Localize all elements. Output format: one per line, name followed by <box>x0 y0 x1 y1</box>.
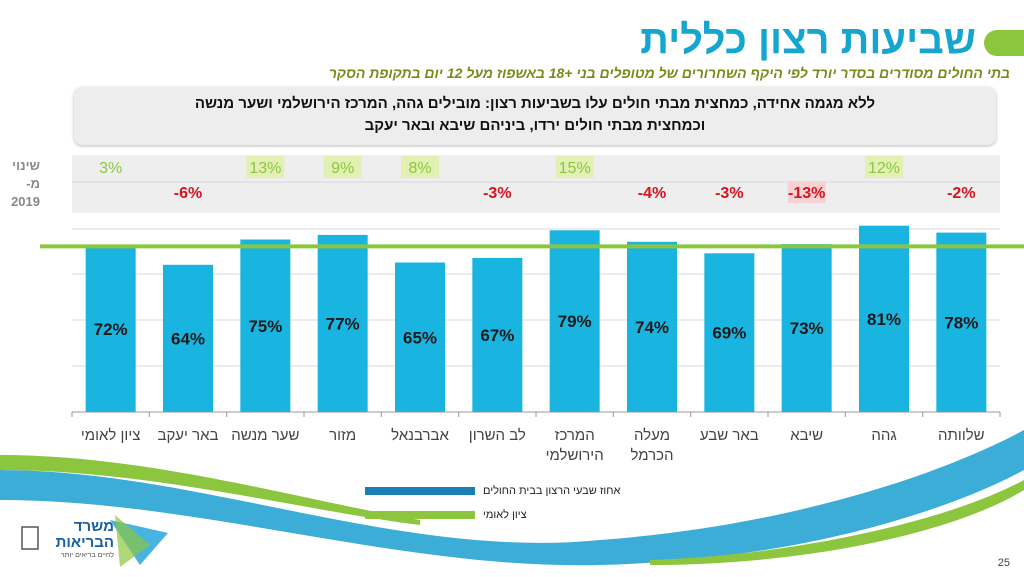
bar <box>549 230 600 412</box>
change-value: -13% <box>788 185 825 202</box>
change-value: 9% <box>331 160 354 177</box>
logo-text: משרד <box>73 518 114 535</box>
category-label: שיבא <box>790 427 823 444</box>
bar-value-label: 74% <box>635 318 669 337</box>
bar-value-label: 81% <box>867 310 901 329</box>
page-subtitle: בתי החולים מסודרים בסדר יורד לפי היקף הש… <box>328 65 1010 81</box>
callout-line: ללא מגמה אחידה, כמחצית מבתי חולים עלו בש… <box>194 95 876 112</box>
change-highlight <box>246 156 285 178</box>
bar <box>704 253 755 412</box>
bar-value-label: 72% <box>94 320 128 339</box>
bar-value-label: 65% <box>403 328 437 347</box>
bar-value-label: 79% <box>558 312 592 331</box>
bar <box>317 234 368 412</box>
bar <box>85 246 136 412</box>
category-label: שער מנשה <box>231 427 299 444</box>
logo-tagline: לחיים בריאים יותר <box>60 552 114 559</box>
bar <box>859 225 909 412</box>
bar <box>395 262 445 412</box>
bar <box>163 264 213 412</box>
change-value: -3% <box>715 185 743 202</box>
category-label: מעלה <box>634 427 670 444</box>
bar-value-label: 69% <box>712 324 746 343</box>
legend-item-reference: ציון לאומי <box>365 509 527 521</box>
bar <box>240 239 291 412</box>
title-accent <box>984 30 1024 56</box>
bar-value-label: 75% <box>248 317 282 336</box>
category-label: המרכז <box>555 427 595 444</box>
change-highlight <box>323 156 362 178</box>
callout-box: ללא מגמה אחידה, כמחצית מבתי חולים עלו בש… <box>74 87 996 145</box>
category-label: הכרמל <box>630 447 673 464</box>
category-label: באר יעקב <box>157 427 218 444</box>
change-value: 12% <box>868 160 900 177</box>
bar <box>627 241 677 412</box>
legend-swatch-blue <box>365 487 475 495</box>
change-row-label: שינוי מ- 2019 <box>4 157 40 211</box>
bar-value-label: 67% <box>480 326 514 345</box>
category-label: מזור <box>329 427 356 444</box>
change-highlight <box>787 181 826 203</box>
change-label-line: שינוי <box>12 158 40 173</box>
change-value: -4% <box>638 185 666 202</box>
change-highlight <box>401 156 439 178</box>
category-label: הירושלמי <box>546 447 604 464</box>
callout-line: וכמחצית מבתי חולים ירדו, ביניהם שיבא ובא… <box>364 117 706 134</box>
category-label: ציון לאומי <box>81 427 141 444</box>
change-highlight <box>865 156 903 178</box>
bar-value-label: 64% <box>171 329 205 348</box>
change-label-line: מ- 2019 <box>11 176 40 209</box>
logo-text: הבריאות <box>55 534 114 551</box>
ministry-logo: משרד הבריאות לחיים בריאים יותר <box>20 515 170 570</box>
change-value: 13% <box>249 160 281 177</box>
change-band <box>72 155 1000 213</box>
page-title: שביעות רצון כללית <box>640 18 976 62</box>
bar-value-label: 77% <box>326 314 360 333</box>
category-label: באר שבע <box>700 427 759 444</box>
category-label: לב השרון <box>469 427 526 444</box>
legend-item-series: אחוז שבעי הרצון בבית החולים <box>365 485 620 497</box>
change-value: 8% <box>408 160 431 177</box>
bar <box>781 244 832 412</box>
bar <box>472 257 523 412</box>
change-value: -6% <box>174 185 202 202</box>
legend-swatch-green <box>365 511 475 519</box>
category-label: גהה <box>871 427 896 444</box>
page-number: 25 <box>997 557 1010 569</box>
legend-label: ציון לאומי <box>483 509 527 521</box>
change-highlight <box>555 156 594 178</box>
category-label: אברבנאל <box>391 427 449 444</box>
change-value: -2% <box>947 185 975 202</box>
bar-value-label: 73% <box>790 319 824 338</box>
category-label: שלוותה <box>938 427 985 444</box>
legend-label: אחוז שבעי הרצון בבית החולים <box>483 485 621 497</box>
bar-value-label: 78% <box>944 313 978 332</box>
bar <box>936 232 987 412</box>
change-value: 3% <box>99 160 122 177</box>
change-value: -3% <box>483 185 511 202</box>
change-value: 15% <box>559 160 591 177</box>
